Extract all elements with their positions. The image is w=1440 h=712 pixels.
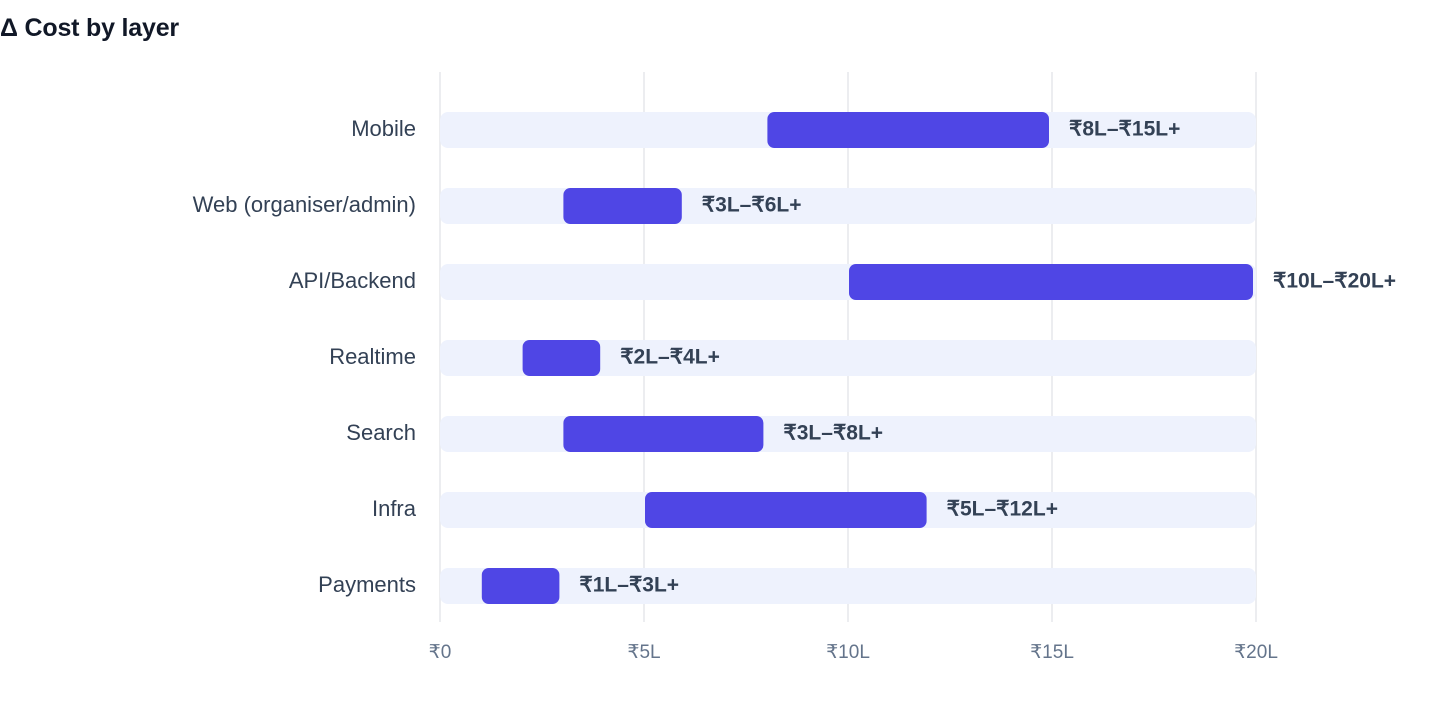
category-label: Realtime: [329, 344, 416, 369]
category-label: API/Backend: [289, 268, 416, 293]
range-bar: [522, 340, 601, 376]
range-label: ₹1L–₹3L+: [579, 574, 679, 597]
bar-track: [440, 340, 1256, 376]
range-label: ₹5L–₹12L+: [947, 498, 1058, 521]
category-label: Web (organiser/admin): [193, 192, 416, 217]
labels: ₹0 ₹5L ₹10L ₹15L ₹20L Mobile ₹8L–₹15L+ Web (org…: [193, 116, 1396, 663]
category-label: Payments: [318, 572, 416, 597]
bar-track: [440, 188, 1256, 224]
x-tick-label: ₹0: [429, 642, 452, 663]
range-bars: [481, 112, 1253, 604]
chart-title: Δ Cost by layer: [0, 14, 179, 42]
x-tick-label: ₹20L: [1234, 642, 1278, 663]
range-label: ₹3L–₹8L+: [783, 422, 883, 445]
range-label: ₹8L–₹15L+: [1069, 118, 1180, 141]
range-bar: [645, 492, 927, 528]
x-tick-label: ₹15L: [1030, 642, 1074, 663]
range-bar: [563, 416, 764, 452]
category-label: Mobile: [351, 116, 416, 141]
category-label: Search: [346, 420, 416, 445]
range-bar: [767, 112, 1049, 148]
range-label: ₹3L–₹6L+: [702, 194, 802, 217]
range-label: ₹2L–₹4L+: [620, 346, 720, 369]
x-tick-label: ₹5L: [627, 642, 660, 663]
category-label: Infra: [372, 496, 417, 521]
range-bar: [849, 264, 1253, 300]
range-bar: [481, 568, 560, 604]
x-tick-label: ₹10L: [826, 642, 870, 663]
bar-track: [440, 568, 1256, 604]
range-label: ₹10L–₹20L+: [1273, 270, 1396, 293]
range-bar: [563, 188, 682, 224]
